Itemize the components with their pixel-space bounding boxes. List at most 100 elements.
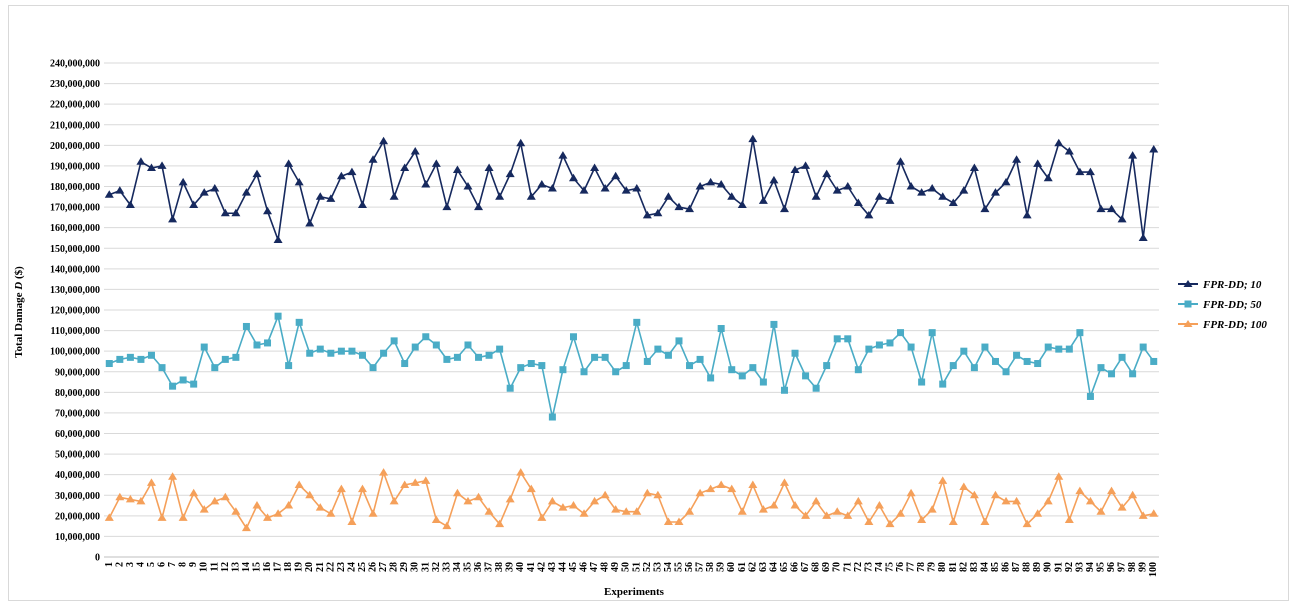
data-point	[632, 184, 642, 192]
data-point	[822, 511, 832, 519]
data-point	[137, 355, 145, 363]
x-tick-label: 42	[536, 562, 547, 572]
x-tick-label: 29	[399, 562, 410, 572]
data-point	[812, 384, 820, 392]
x-tick-label: 36	[473, 562, 484, 572]
data-point	[1054, 138, 1064, 147]
x-tick-label: 91	[1053, 562, 1064, 572]
x-tick-label: 95	[1095, 562, 1106, 572]
x-tick-label: 35	[462, 562, 473, 572]
data-point	[802, 372, 810, 380]
x-tick-label: 88	[1022, 562, 1033, 572]
x-tick-label: 46	[579, 562, 590, 572]
data-point	[273, 235, 283, 244]
y-tick-label: 220,000,000	[50, 100, 100, 111]
data-point	[442, 202, 452, 211]
data-point	[347, 517, 357, 526]
data-point	[601, 353, 609, 361]
x-tick-label: 64	[768, 562, 779, 572]
data-point	[125, 494, 135, 503]
data-point	[189, 488, 199, 497]
chart-frame: 0 10,000,000 20,000,000 30,000,000 40,000,00…	[8, 5, 1289, 601]
data-point	[506, 384, 514, 392]
data-point	[336, 171, 346, 180]
x-tick-label: 28	[389, 562, 400, 572]
x-tick-label: 59	[716, 562, 727, 572]
data-point	[716, 480, 726, 488]
data-point	[695, 488, 705, 497]
data-point	[231, 507, 241, 515]
data-point	[769, 501, 779, 509]
data-point	[380, 349, 388, 357]
y-tick-label: 230,000,000	[50, 79, 100, 90]
series-1	[104, 134, 1159, 244]
data-point	[769, 175, 779, 184]
data-point	[875, 341, 883, 349]
data-point	[169, 382, 177, 390]
data-point	[917, 515, 927, 523]
data-point	[590, 496, 600, 505]
data-point	[801, 511, 811, 519]
x-tick-label: 93	[1074, 562, 1085, 572]
x-tick-label: 69	[821, 562, 832, 572]
x-tick-label: 78	[916, 562, 927, 572]
data-point	[622, 362, 630, 370]
data-point	[1097, 364, 1105, 372]
data-point	[685, 204, 695, 213]
y-tick-label: 0	[95, 553, 100, 564]
x-tick-label: 4	[135, 562, 146, 567]
data-point	[400, 163, 410, 171]
x-tick-label: 67	[800, 562, 811, 572]
x-tick-label: 45	[568, 562, 579, 572]
data-point	[1001, 177, 1011, 186]
data-point	[1128, 490, 1138, 499]
data-point	[220, 208, 230, 217]
x-tick-label: 30	[410, 562, 421, 572]
x-tick-label: 58	[705, 562, 716, 572]
data-point	[568, 173, 578, 182]
data-point	[590, 163, 600, 171]
x-tick-label: 52	[642, 562, 653, 572]
data-point	[663, 517, 673, 526]
data-point	[727, 484, 737, 493]
x-tick-label: 14	[241, 562, 252, 572]
data-point	[928, 329, 936, 337]
data-point	[327, 349, 335, 357]
x-tick-label: 79	[927, 562, 938, 572]
y-tick-label: 140,000,000	[50, 264, 100, 275]
data-point	[642, 210, 652, 219]
data-point	[220, 492, 230, 501]
y-tick-label: 80,000,000	[55, 388, 100, 399]
data-point	[431, 515, 441, 523]
data-point	[517, 364, 525, 372]
legend-marker-3	[1183, 320, 1193, 327]
data-point	[1022, 210, 1032, 219]
data-point	[104, 190, 114, 198]
data-point	[1044, 343, 1052, 351]
y-tick-label: 90,000,000	[55, 367, 100, 378]
data-point	[642, 488, 652, 497]
x-tick-label: 27	[378, 562, 389, 572]
y-tick-label: 40,000,000	[55, 470, 100, 481]
data-point	[1108, 370, 1116, 378]
data-point	[558, 151, 568, 159]
data-point	[1065, 345, 1073, 353]
data-point	[400, 480, 410, 488]
data-point	[874, 501, 884, 509]
data-point	[980, 204, 990, 213]
data-point	[896, 509, 906, 517]
data-point	[738, 372, 746, 380]
data-point	[1149, 144, 1159, 153]
data-point	[1085, 167, 1095, 176]
x-tick-label: 32	[431, 562, 442, 572]
x-tick-label: 31	[420, 562, 431, 572]
data-point	[1043, 496, 1053, 505]
data-point	[547, 496, 557, 505]
x-tick-label: 82	[958, 562, 969, 572]
x-tick-labels: 1 2 3 4 5 6 7 8 9 10 11 12 13 14 15 16 17 18 19 20 21 22 23 24 2…	[104, 562, 1159, 577]
x-tick-label: 74	[874, 562, 885, 572]
y-axis-title: Total Damage D ($)	[13, 266, 25, 358]
data-point	[843, 182, 853, 190]
x-tick-label: 85	[990, 562, 1001, 572]
data-point	[633, 318, 641, 326]
